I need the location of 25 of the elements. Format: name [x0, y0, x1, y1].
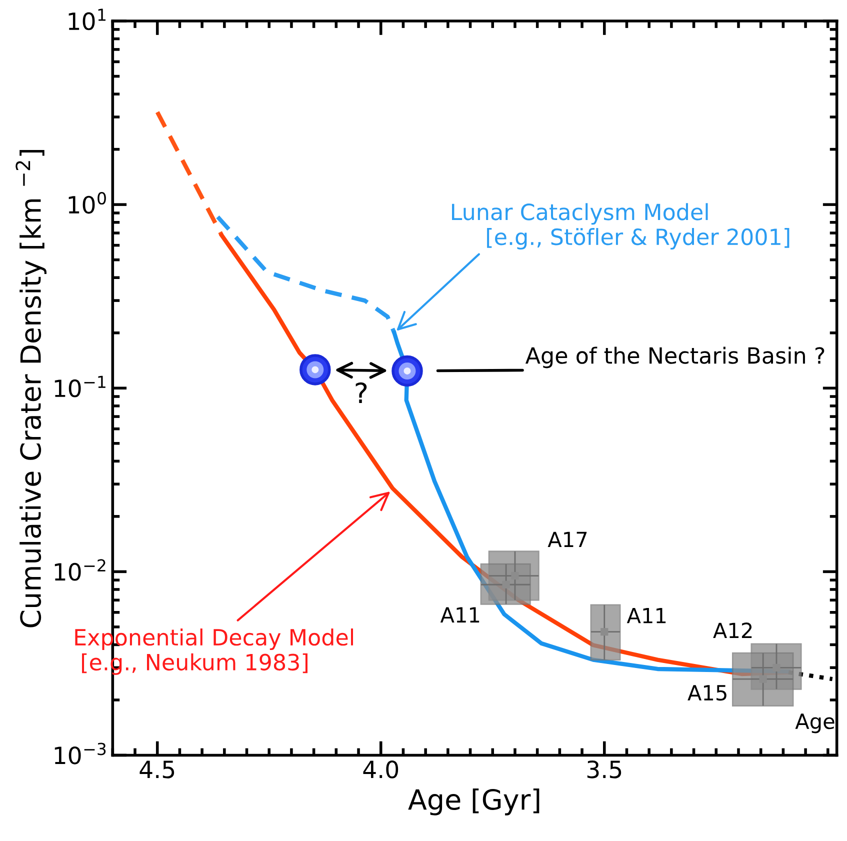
y-tick-label: 10$^{−3}$ — [54, 742, 106, 764]
annotation: Age — [795, 714, 834, 734]
annotation: Lunar Cataclysm Model [e.g., Stöfler & Ryder 2001] — [452, 203, 790, 250]
point — [511, 572, 519, 580]
point — [759, 675, 767, 683]
data-label: A11 — [440, 607, 480, 622]
point — [772, 664, 780, 672]
point — [600, 628, 608, 636]
line-series — [216, 214, 396, 335]
annotation: ? — [356, 382, 367, 403]
y-tick-label: 10$^{0}$ — [68, 192, 106, 214]
data-label: A12 — [713, 622, 752, 638]
point — [502, 580, 510, 588]
x-tick-label: 3.5 — [587, 760, 622, 778]
y-axis-title: Cumulative Crater Density [km $^{−2}$] — [16, 150, 46, 628]
data-label: A17 — [548, 532, 587, 548]
x-axis-title: Age [Gyr] — [408, 788, 540, 816]
data-label: A15 — [688, 685, 726, 701]
x-tick-label: 4.0 — [363, 760, 398, 778]
y-tick-label: 10$^{−2}$ — [54, 559, 106, 581]
x-tick-label: 4.5 — [140, 760, 174, 778]
y-tick-label: 10$^{1}$ — [68, 8, 106, 30]
data-label: A11 — [626, 608, 666, 624]
y-tick-label: 10$^{−1}$ — [54, 376, 106, 398]
annotation: Age of the Nectaris Basin ? — [525, 346, 824, 368]
